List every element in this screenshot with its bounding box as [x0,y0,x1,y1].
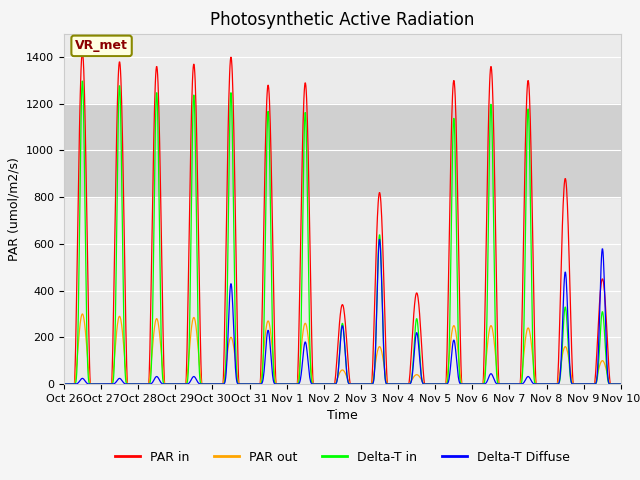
PAR in [246,381,254,387]
Delta-T Diffuse [617,381,625,387]
PAR in [184,287,192,292]
Delta-T in [78,78,86,84]
PAR out [60,381,68,387]
PAR in [60,381,68,387]
Delta-T in [171,381,179,387]
Title: Photosynthetic Active Radiation: Photosynthetic Active Radiation [210,11,475,29]
Line: PAR in: PAR in [64,53,621,384]
Y-axis label: PAR (umol/m2/s): PAR (umol/m2/s) [8,157,20,261]
PAR out [246,381,254,387]
PAR out [184,361,192,367]
PAR in [502,381,509,387]
Delta-T Diffuse [60,381,68,387]
Delta-T Diffuse [246,381,254,387]
PAR out [78,311,86,317]
PAR out [502,381,509,387]
Line: PAR out: PAR out [64,314,621,384]
Delta-T in [184,370,192,376]
PAR out [617,381,625,387]
PAR in [551,381,559,387]
Delta-T Diffuse [429,381,437,387]
Delta-T in [429,381,437,387]
Delta-T Diffuse [376,237,383,242]
PAR out [429,381,437,387]
Bar [64,104,621,197]
Delta-T in [60,381,68,387]
Legend: PAR in, PAR out, Delta-T in, Delta-T Diffuse: PAR in, PAR out, Delta-T in, Delta-T Dif… [109,446,575,469]
Delta-T in [502,381,509,387]
Delta-T in [617,381,625,387]
PAR in [78,50,86,56]
Delta-T Diffuse [170,381,178,387]
Delta-T in [246,381,254,387]
PAR out [171,381,179,387]
PAR in [617,381,625,387]
Line: Delta-T Diffuse: Delta-T Diffuse [64,240,621,384]
Text: VR_met: VR_met [75,39,128,52]
Line: Delta-T in: Delta-T in [64,81,621,384]
Delta-T in [551,381,559,387]
PAR in [429,381,437,387]
Delta-T Diffuse [184,381,191,387]
PAR in [171,381,179,387]
X-axis label: Time: Time [327,409,358,422]
Delta-T Diffuse [502,381,509,387]
PAR out [551,381,559,387]
Delta-T Diffuse [551,381,559,387]
